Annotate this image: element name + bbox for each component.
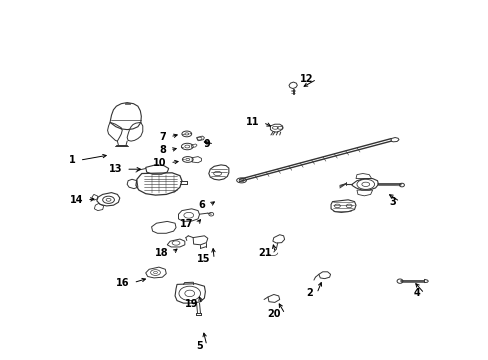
- Text: 5: 5: [196, 341, 203, 351]
- Text: 2: 2: [305, 288, 312, 298]
- Text: 20: 20: [267, 309, 281, 319]
- Text: 18: 18: [155, 248, 168, 258]
- Text: 14: 14: [69, 195, 83, 205]
- Text: 21: 21: [257, 248, 271, 258]
- Text: 9: 9: [203, 139, 210, 149]
- Text: 17: 17: [179, 219, 193, 229]
- Text: 16: 16: [116, 278, 129, 288]
- Text: 1: 1: [69, 155, 76, 165]
- Text: 4: 4: [413, 288, 420, 298]
- Text: 7: 7: [159, 132, 166, 142]
- Text: 8: 8: [159, 145, 166, 155]
- Text: 13: 13: [108, 164, 122, 174]
- Text: 15: 15: [196, 254, 210, 264]
- Text: 3: 3: [388, 197, 395, 207]
- Text: 6: 6: [198, 200, 205, 210]
- Text: 12: 12: [299, 74, 312, 84]
- Text: 19: 19: [184, 299, 198, 309]
- Text: 10: 10: [152, 158, 166, 168]
- Text: 11: 11: [245, 117, 259, 127]
